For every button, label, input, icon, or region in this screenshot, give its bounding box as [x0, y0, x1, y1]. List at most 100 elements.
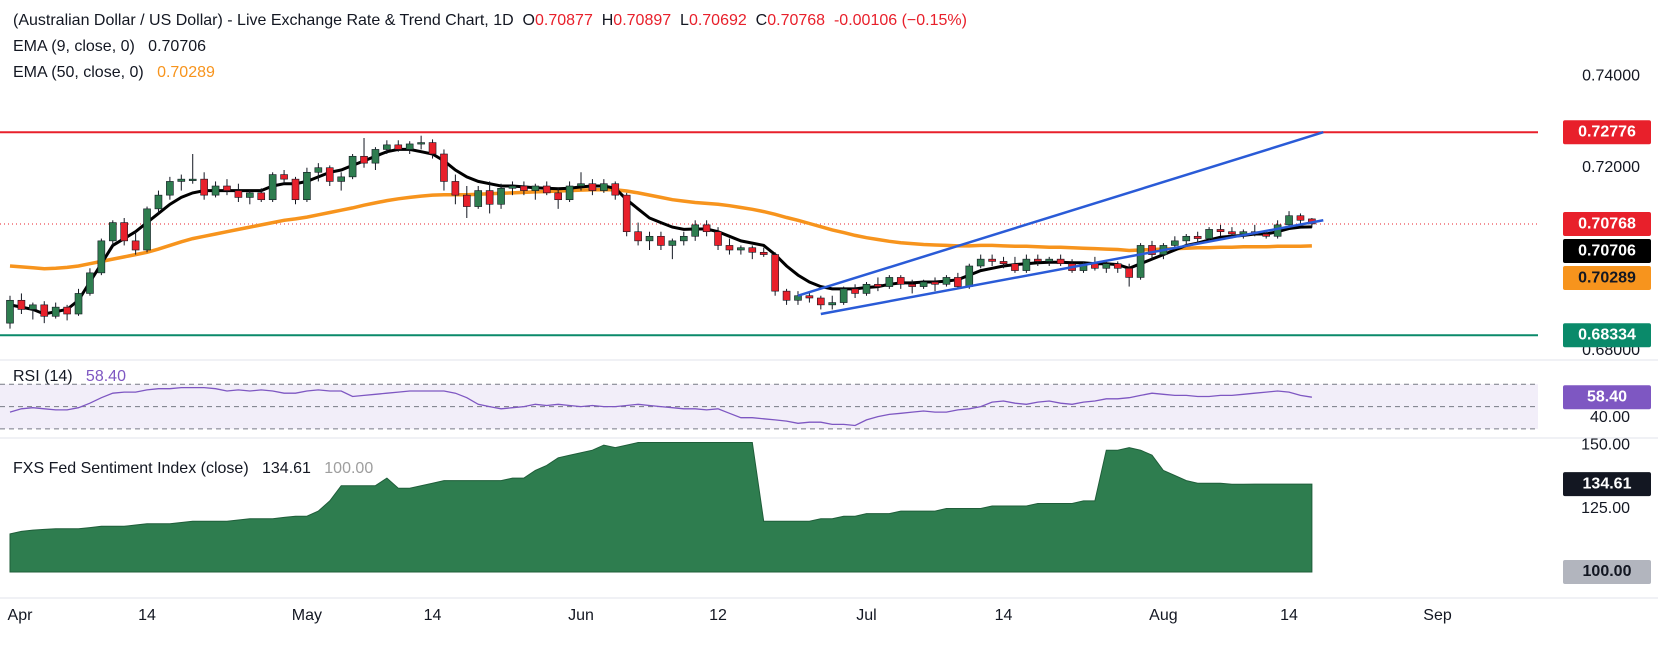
channel-upper-line — [797, 131, 1324, 297]
candle-up — [737, 247, 745, 251]
open-label: O — [522, 12, 535, 29]
candle-up — [919, 281, 928, 287]
candle-down — [394, 144, 403, 150]
candle-down — [1296, 215, 1305, 221]
fxs-badge-bg — [1563, 472, 1651, 497]
candle-up — [1273, 224, 1282, 237]
low-value: 0.70692 — [688, 12, 747, 29]
fxs-legend[interactable]: FXS Fed Sentiment Index (close) 134.61 1… — [13, 456, 373, 482]
candle-down — [771, 254, 779, 292]
fxs-value: 134.61 — [262, 460, 311, 477]
candle-down — [200, 178, 208, 196]
rsi-badge: 58.40 — [1587, 388, 1627, 405]
time-tick: 14 — [1280, 607, 1298, 624]
ema50-badge-bg — [1563, 266, 1651, 291]
candle-down — [817, 297, 825, 306]
time-tick: 14 — [424, 607, 442, 624]
candle-down — [120, 222, 128, 242]
candle-down — [988, 258, 996, 262]
candle-up — [1102, 263, 1111, 269]
fxs-base-badge-bg — [1563, 560, 1651, 584]
candle-down — [908, 283, 916, 287]
candle-up — [679, 235, 688, 242]
candle-down — [954, 277, 962, 287]
last-price-badge: 0.70768 — [1578, 215, 1636, 232]
resistance-badge-bg — [1563, 120, 1651, 145]
candle-down — [1034, 258, 1042, 262]
candle-down — [851, 288, 859, 294]
candle-up — [794, 295, 802, 301]
candle-down — [1262, 233, 1270, 237]
candle-down — [1148, 245, 1156, 255]
candle-up — [1136, 245, 1145, 278]
candle-up — [1079, 263, 1088, 271]
channel-lower-line — [820, 219, 1324, 316]
candle-up — [303, 171, 311, 201]
price-badges: 0.72776 0.70768 0.70706 0.70289 0.68334 58.40… — [1563, 120, 1651, 584]
rsi-pane — [0, 383, 1538, 430]
candle-down — [63, 306, 71, 315]
time-tick: 14 — [995, 607, 1013, 624]
close-value: 0.70768 — [767, 12, 826, 29]
candle-down — [234, 190, 243, 198]
time-tick: May — [292, 607, 322, 624]
time-tick: 14 — [138, 607, 156, 624]
candle-down — [451, 181, 460, 196]
candle-down — [714, 231, 722, 246]
rsi-badge-bg — [1563, 385, 1651, 410]
candle-up — [211, 185, 220, 196]
candle-up — [668, 240, 677, 246]
candle-up — [1171, 240, 1179, 246]
rsi-legend[interactable]: RSI (14) 58.40 — [13, 364, 126, 390]
candle-up — [862, 283, 871, 294]
candle-up — [600, 183, 608, 191]
candle-down — [588, 183, 597, 191]
candle-up — [51, 306, 60, 317]
ema9-value: 0.70706 — [148, 38, 207, 55]
candle-up — [577, 183, 585, 187]
candle-up — [965, 265, 974, 287]
candle-up — [565, 185, 574, 201]
rsi-line — [9, 386, 1313, 427]
chart-header: (Australian Dollar / US Dollar) - Live E… — [13, 8, 967, 34]
candle-down — [1125, 267, 1133, 278]
candle-down — [782, 290, 791, 301]
candle-down — [874, 283, 882, 287]
ema9-legend[interactable]: EMA (9, close, 0) 0.70706 — [13, 34, 206, 60]
candle-up — [417, 142, 425, 145]
fxs-area — [9, 442, 1313, 573]
candle-down — [131, 240, 140, 251]
close-label: C — [755, 12, 768, 29]
candle-up — [337, 176, 345, 182]
candle-up — [1205, 229, 1213, 239]
ema9-line — [9, 147, 1312, 316]
chart-title: (Australian Dollar / US Dollar) - Live E… — [13, 12, 514, 29]
candle-down — [280, 174, 288, 180]
time-tick: Jul — [856, 607, 876, 624]
candle-down — [520, 185, 528, 191]
candle-down — [1113, 263, 1122, 269]
candle-up — [166, 181, 174, 196]
candle-up — [143, 208, 151, 251]
candle-up — [86, 272, 94, 294]
time-tick: Sep — [1423, 607, 1452, 624]
fxs-base-value: 100.00 — [324, 460, 374, 477]
candle-up — [508, 185, 517, 189]
candle-down — [1056, 258, 1065, 265]
fxs-label: FXS Fed Sentiment Index (close) — [13, 460, 249, 477]
candle-down — [462, 194, 471, 207]
candle-up — [314, 167, 323, 173]
last-price-badge-bg — [1563, 212, 1651, 237]
ema50-badge: 0.70289 — [1578, 269, 1636, 286]
candle-up — [474, 190, 483, 207]
candle-up — [691, 224, 700, 237]
fxs-base-badge: 100.00 — [1583, 563, 1632, 580]
low-label: L — [680, 12, 689, 29]
ema50-legend[interactable]: EMA (50, close, 0) 0.70289 — [13, 60, 215, 86]
candle-down — [428, 142, 437, 155]
fxs-tick: 150.00 — [1581, 436, 1630, 453]
time-tick: 12 — [709, 607, 727, 624]
candle-down — [360, 155, 368, 164]
open-value: 0.70877 — [535, 12, 593, 29]
